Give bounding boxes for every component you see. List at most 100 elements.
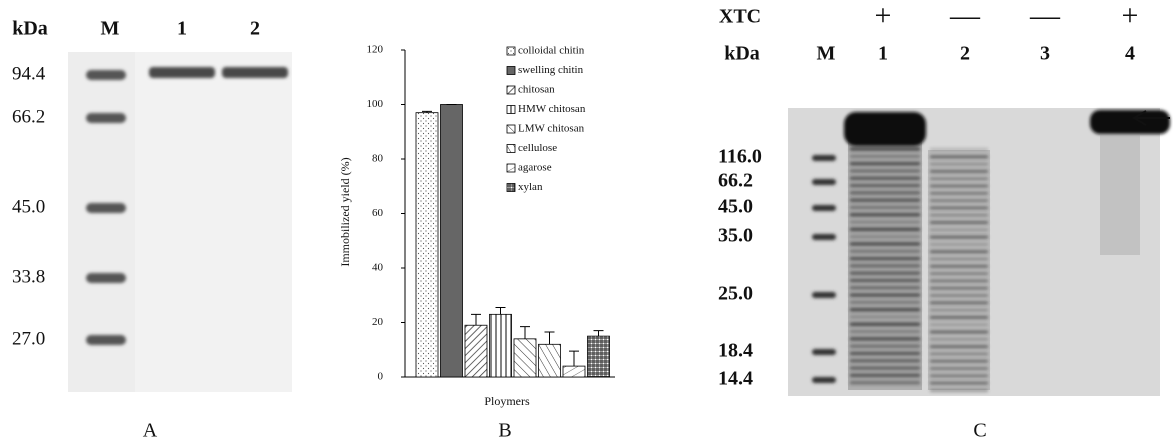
legend-swatch (507, 67, 515, 75)
protein-band (930, 155, 988, 158)
x-axis-label: Ploymers (484, 394, 530, 408)
marker-band (812, 155, 836, 161)
bar (563, 366, 585, 377)
protein-band (850, 271, 920, 275)
protein-band (850, 206, 920, 210)
protein-band (850, 352, 920, 356)
marker-band (812, 349, 836, 355)
protein-band (930, 360, 988, 363)
xtc-label: XTC (719, 6, 761, 28)
protein-band (930, 192, 988, 195)
lane-label: 2 (250, 18, 260, 40)
protein-band (930, 382, 988, 385)
protein-band (930, 228, 988, 231)
protein-band (930, 294, 988, 297)
marker-band (86, 70, 126, 80)
gel-a-lanes (135, 52, 292, 392)
error-bar (520, 327, 530, 339)
protein-band (850, 301, 920, 305)
marker-label: 45.0 (718, 196, 753, 218)
marker-band (812, 292, 836, 298)
legend-label: swelling chitin (518, 64, 584, 76)
protein-band (930, 352, 988, 355)
protein-band (850, 323, 920, 327)
panel-label: C (973, 420, 986, 442)
protein-band (930, 221, 988, 224)
xtc-sign: — (949, 0, 981, 32)
protein-band (930, 272, 988, 275)
error-bar (569, 351, 579, 366)
protein-band (930, 199, 988, 202)
protein-band (850, 279, 920, 283)
protein-band (930, 301, 988, 304)
protein-band (850, 235, 920, 239)
marker-label: 33.8 (12, 266, 45, 287)
lane-label: 1 (878, 43, 888, 65)
protein-band (930, 367, 988, 370)
protein-band (149, 67, 215, 78)
legend-swatch (507, 164, 515, 172)
protein-band (850, 366, 920, 370)
protein-band (930, 331, 988, 334)
protein-band (930, 258, 988, 261)
protein-band (850, 147, 920, 151)
protein-band (850, 162, 920, 166)
y-tick-label: 20 (372, 316, 384, 328)
lane-label: 3 (1040, 43, 1050, 65)
lane-label: M (817, 43, 836, 65)
unit-label: kDa (12, 18, 48, 40)
marker-label: 14.4 (718, 368, 753, 390)
protein-band (850, 293, 920, 297)
protein-band (850, 155, 920, 159)
protein-band (930, 287, 988, 290)
marker-band (86, 113, 126, 123)
legend-label: HMW chitosan (518, 103, 586, 115)
bar (490, 314, 512, 377)
error-bar (594, 331, 604, 336)
protein-band (850, 250, 920, 254)
protein-band (930, 374, 988, 377)
figure: kDa A 020406080100120colloidal chitinswe… (0, 0, 1173, 442)
smear (1100, 135, 1140, 255)
protein-band (930, 316, 988, 319)
protein-band (850, 184, 920, 188)
protein-band (930, 170, 988, 173)
protein-band (850, 257, 920, 261)
protein-band (930, 243, 988, 246)
protein-band (850, 308, 920, 312)
unit-label: kDa (724, 43, 760, 65)
protein-band (930, 345, 988, 348)
bar (441, 105, 463, 378)
protein-band (850, 381, 920, 385)
marker-label: 25.0 (718, 283, 753, 305)
bar (514, 339, 536, 377)
protein-band (222, 67, 288, 78)
xtc-sign: + (875, 0, 892, 32)
protein-band (850, 286, 920, 290)
bar (588, 336, 610, 377)
lane-label: 1 (177, 18, 187, 40)
bar (416, 113, 438, 377)
legend-swatch (507, 125, 515, 133)
protein-band (930, 236, 988, 239)
marker-label: 66.2 (718, 170, 753, 192)
panel-label: B (498, 420, 511, 442)
lane-label: 4 (1125, 43, 1135, 65)
protein-band (850, 220, 920, 224)
legend-label: LMW chitosan (518, 123, 585, 135)
marker-band (812, 377, 836, 383)
y-axis-label: Immobilized yield (%) (338, 157, 352, 266)
protein-band (930, 265, 988, 268)
lane-label: M (101, 18, 120, 40)
overexpressed-band (1090, 110, 1170, 134)
protein-band (850, 198, 920, 202)
protein-band (850, 242, 920, 246)
protein-band (930, 389, 988, 392)
marker-label: 35.0 (718, 225, 753, 247)
legend-label: chitosan (518, 84, 555, 96)
y-tick-label: 0 (378, 371, 384, 383)
protein-band (850, 228, 920, 232)
y-tick-label: 60 (372, 207, 384, 219)
protein-band (850, 359, 920, 363)
protein-band (850, 374, 920, 378)
